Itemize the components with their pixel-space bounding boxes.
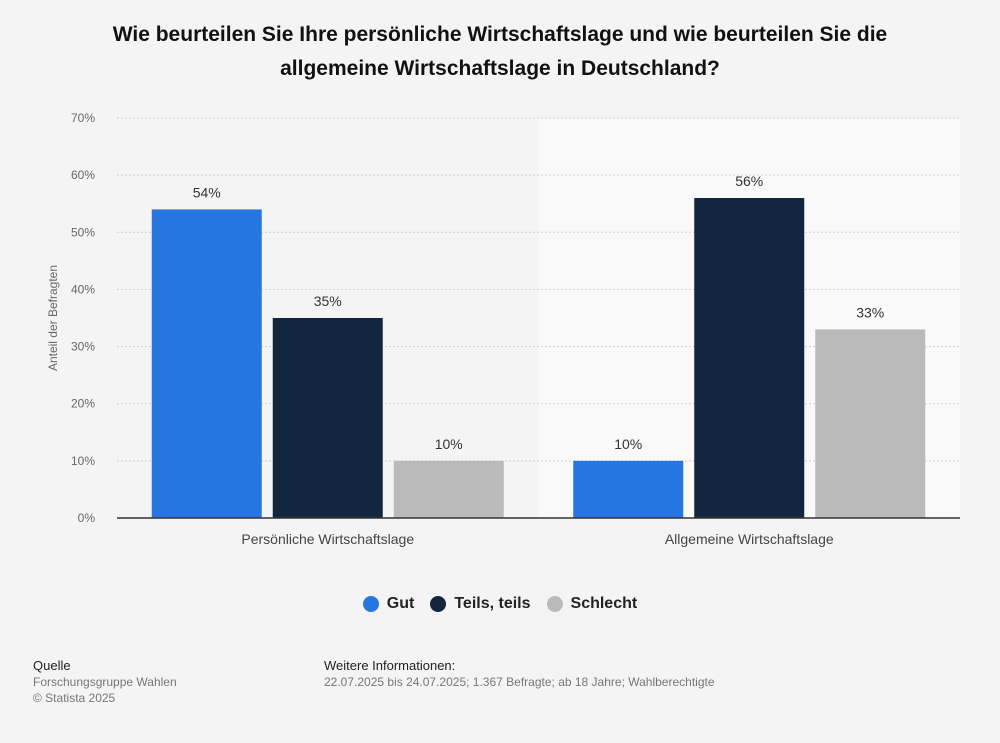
x-tick-label: Persönliche Wirtschaftslage — [241, 531, 414, 547]
info-heading: Weitere Informationen: — [324, 658, 456, 673]
bar — [393, 460, 504, 518]
legend-label-gut: Gut — [386, 595, 415, 612]
source-heading: Quelle — [33, 658, 71, 673]
legend-marker-schlecht — [546, 596, 563, 612]
bar — [272, 318, 383, 518]
bar — [694, 198, 805, 518]
legend-label-schlecht: Schlecht — [570, 595, 638, 612]
bar — [815, 329, 926, 518]
chart-title: Wie beurteilen Sie Ihre persönliche Wirt… — [100, 18, 900, 86]
y-tick-label: 50% — [71, 225, 95, 239]
legend-label-teils: Teils, teils — [454, 595, 531, 612]
bar-chart: 0% 10% 20% 30% 40% 50% 60% 70% Anteil der Befrag… — [46, 111, 960, 547]
y-tick-label: 10% — [71, 454, 95, 468]
y-tick-label: 70% — [71, 111, 95, 125]
legend-item-schlecht[interactable]: Schlecht — [546, 595, 638, 613]
data-label: 56% — [735, 173, 763, 189]
bar — [573, 460, 684, 518]
info-text: 22.07.2025 bis 24.07.2025; 1.367 Befragt… — [324, 675, 715, 689]
y-tick-label: 0% — [78, 511, 96, 525]
y-tick-label: 20% — [71, 397, 95, 411]
copyright: © Statista 2025 — [33, 691, 116, 705]
y-axis-label: Anteil der Befragten — [46, 265, 60, 371]
footer-info: Weitere Informationen: 22.07.2025 bis 24… — [324, 658, 715, 690]
y-tick-label: 40% — [71, 282, 95, 296]
data-label: 54% — [193, 184, 221, 200]
y-tick-label: 30% — [71, 340, 95, 354]
source-name[interactable]: Forschungsgruppe Wahlen — [33, 675, 177, 689]
footer-source: Quelle Forschungsgruppe Wahlen © Statist… — [33, 658, 177, 706]
y-tick-label: 60% — [71, 168, 95, 182]
legend-item-teils[interactable]: Teils, teils — [430, 595, 531, 613]
bar — [151, 209, 262, 518]
legend-marker-teils — [430, 596, 447, 612]
data-label: 33% — [856, 304, 884, 320]
x-tick-label: Allgemeine Wirtschaftslage — [665, 531, 834, 547]
data-label: 10% — [435, 436, 463, 452]
data-label: 35% — [314, 293, 342, 309]
chart-title-line-2: allgemeine Wirtschaftslage in Deutschlan… — [280, 57, 720, 80]
chart-legend: Gut Teils, teils Schlecht — [0, 595, 1000, 613]
chart-title-line-1: Wie beurteilen Sie Ihre persönliche Wirt… — [112, 23, 888, 46]
data-label: 10% — [614, 436, 642, 452]
legend-marker-gut — [362, 596, 379, 612]
legend-item-gut[interactable]: Gut — [362, 595, 415, 613]
